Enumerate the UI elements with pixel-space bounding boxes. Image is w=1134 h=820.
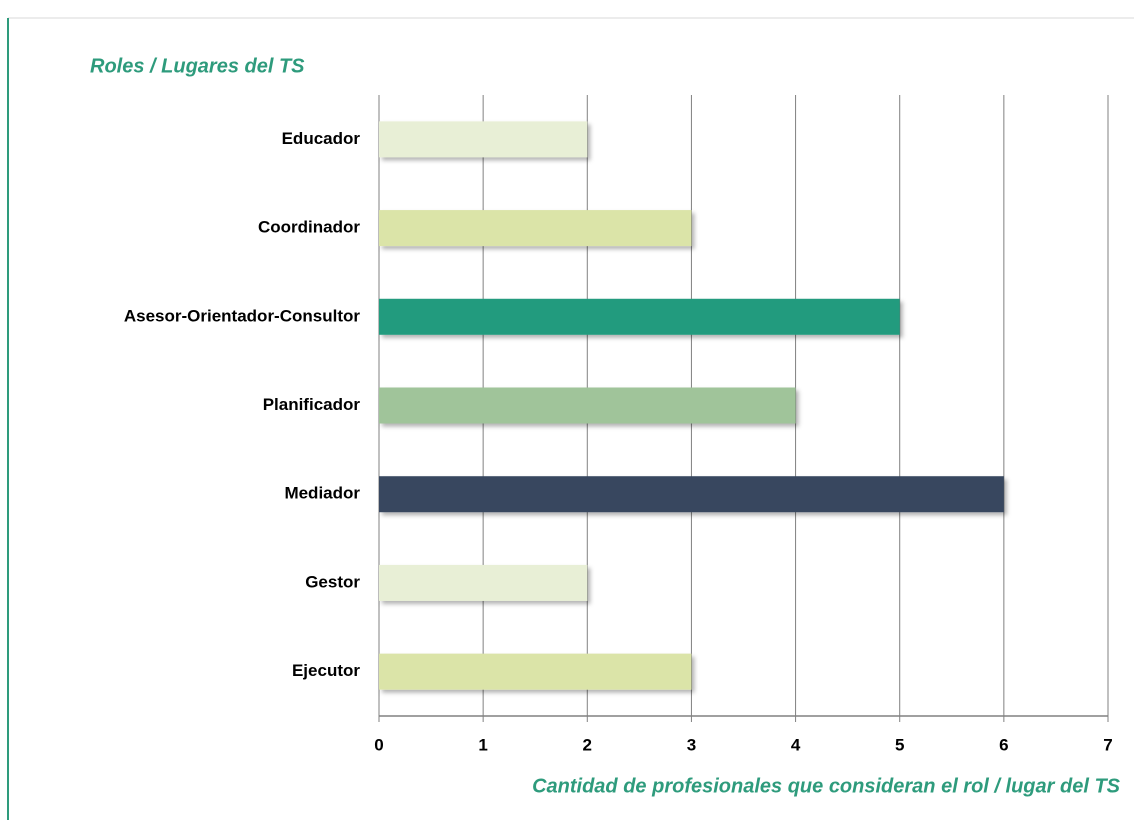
- bar: [379, 387, 796, 424]
- plot-area: 0 1 2 3 4 5 6 7 Educador Coordinador Asesor-Orient…: [124, 95, 1113, 754]
- y-tick-label: Mediador: [284, 484, 360, 503]
- x-axis-title: Cantidad de profesionales que consideran…: [532, 775, 1121, 797]
- bar: [379, 564, 588, 601]
- x-tick-label: 6: [999, 735, 1008, 754]
- y-tick-label: Coordinador: [258, 218, 360, 237]
- x-tick-label: 2: [583, 735, 592, 754]
- x-tick-label: 0: [374, 735, 383, 754]
- y-tick-label: Planificador: [263, 395, 361, 414]
- y-tick-label: Educador: [282, 129, 361, 148]
- y-tick-label: Gestor: [305, 572, 360, 591]
- y-axis-title: Roles / Lugares del TS: [90, 55, 305, 77]
- x-tick-label: 1: [478, 735, 487, 754]
- x-tick-label: 3: [687, 735, 696, 754]
- y-tick-label: Asesor-Orientador-Consultor: [124, 306, 361, 325]
- y-tick-label: Ejecutor: [292, 661, 360, 680]
- bar: [379, 476, 1004, 513]
- bar: [379, 121, 588, 158]
- x-tick-label: 5: [895, 735, 904, 754]
- bar: [379, 298, 900, 335]
- x-tick-label: 7: [1103, 735, 1112, 754]
- x-tick-label: 4: [791, 735, 801, 754]
- bar: [379, 653, 692, 690]
- bar: [379, 210, 692, 247]
